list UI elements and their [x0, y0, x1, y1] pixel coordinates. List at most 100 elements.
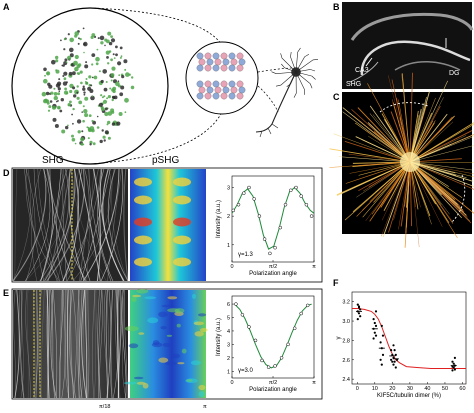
axon-fiber	[85, 289, 89, 399]
protein-atom	[120, 85, 125, 90]
protein-atom	[74, 69, 77, 72]
protein-atom	[73, 60, 78, 66]
protein-atom	[43, 67, 47, 72]
heatmap-blob	[164, 361, 177, 366]
protein-atom	[90, 95, 95, 101]
aster-fiber	[369, 113, 411, 163]
axon-fiber	[78, 289, 83, 399]
protein-atom	[89, 140, 93, 144]
heatmap-blob	[173, 195, 191, 205]
collagen-fiber	[111, 168, 129, 282]
heatmap-blob	[176, 323, 181, 328]
data-point	[372, 318, 375, 321]
heatmap-blob	[134, 235, 152, 245]
protein-atom	[64, 87, 67, 91]
aster-fiber	[382, 161, 411, 238]
aster-fiber	[336, 161, 411, 196]
protein-atom	[108, 41, 113, 46]
protein-atom	[119, 92, 124, 97]
heatmap-blob	[198, 391, 205, 397]
pshg-header: pSHG	[152, 155, 179, 166]
heatmap-blob	[134, 257, 152, 267]
protein-atom	[91, 76, 94, 79]
data-point	[357, 305, 361, 308]
aster-fiber	[398, 99, 411, 163]
protein-atom	[41, 91, 47, 97]
data-point	[359, 315, 362, 318]
protein-atom	[57, 81, 62, 86]
protein-atom	[107, 31, 112, 36]
protein-atom	[76, 119, 82, 124]
aster-fiber	[409, 161, 463, 198]
x-tick-label: 20	[389, 386, 395, 392]
tubulin-subunit	[236, 92, 244, 100]
neuron-dotted-line-bottom	[257, 85, 279, 113]
collagen-fiber	[68, 168, 85, 282]
y-tick-label: 6	[227, 302, 230, 308]
data-point	[268, 251, 272, 256]
panel-d-pshg-heatmap	[130, 169, 206, 281]
x-tick-label: π	[312, 264, 316, 270]
collagen-fiber	[25, 168, 51, 282]
tubulin-subunit	[230, 86, 238, 94]
protein-atom	[104, 111, 109, 117]
data-point	[260, 358, 264, 363]
aster-fiber	[356, 161, 411, 198]
panel-b-label: B	[333, 2, 340, 12]
protein-atom	[65, 92, 69, 95]
aster-fiber	[357, 107, 411, 163]
panel-c-label: C	[333, 92, 340, 102]
protein-atom	[106, 56, 109, 59]
heatmap-blob	[167, 308, 180, 313]
protein-atom	[99, 35, 105, 41]
protein-atom	[91, 53, 96, 57]
protein-atom	[103, 95, 106, 98]
data-point	[373, 321, 376, 325]
axon-fiber	[59, 289, 63, 399]
neuron-dendrite	[295, 59, 319, 73]
protein-atom	[116, 121, 121, 126]
panel-e-pshg-heatmap	[123, 289, 208, 398]
protein-atom	[82, 27, 85, 30]
heatmap-blob	[158, 311, 168, 318]
protein-atom	[115, 45, 118, 49]
protein-atom	[71, 134, 74, 138]
y-tick-label: 1	[227, 243, 230, 249]
panel-b-image: CA3 DG SHG	[342, 2, 474, 89]
y-tick-label: 4	[227, 329, 230, 335]
tubulin-subunit	[204, 92, 212, 100]
gamma-annotation: γ=3.0	[238, 368, 254, 374]
axon-fiber	[25, 289, 31, 399]
protein-atom	[76, 72, 79, 74]
neuron-dendrite	[275, 71, 297, 87]
tubulin-subunit	[204, 64, 212, 72]
tubulin-subunit	[220, 92, 228, 100]
neuron-dendrite	[293, 71, 297, 98]
protein-atom	[124, 97, 129, 103]
aster-fiber	[353, 115, 411, 163]
data-point	[266, 365, 271, 369]
protein-atom	[61, 129, 66, 134]
data-point	[372, 337, 375, 340]
x-tick-label: 0	[230, 380, 233, 386]
aster-fiber	[409, 161, 453, 221]
heatmap-blob	[128, 343, 139, 349]
heatmap-blob	[136, 289, 149, 294]
x-tick-label: 60	[459, 386, 465, 392]
protein-atom	[107, 95, 111, 99]
panel-e-shg-image	[13, 289, 128, 399]
protein-atom	[67, 55, 72, 61]
protein-atom	[130, 85, 135, 90]
heatmap-blob	[181, 348, 187, 354]
protein-atom	[82, 105, 85, 108]
gamma-annotation: γ=1.3	[238, 252, 254, 258]
data-point	[394, 366, 397, 369]
collagen-fiber	[123, 168, 129, 282]
data-point	[381, 353, 385, 356]
collagen-fiber	[107, 168, 123, 282]
tubulin-subunit	[212, 52, 220, 60]
collagen-fiber	[42, 168, 74, 282]
protein-atom	[78, 100, 83, 105]
collagen-fiber	[97, 168, 114, 282]
data-point	[379, 358, 382, 361]
